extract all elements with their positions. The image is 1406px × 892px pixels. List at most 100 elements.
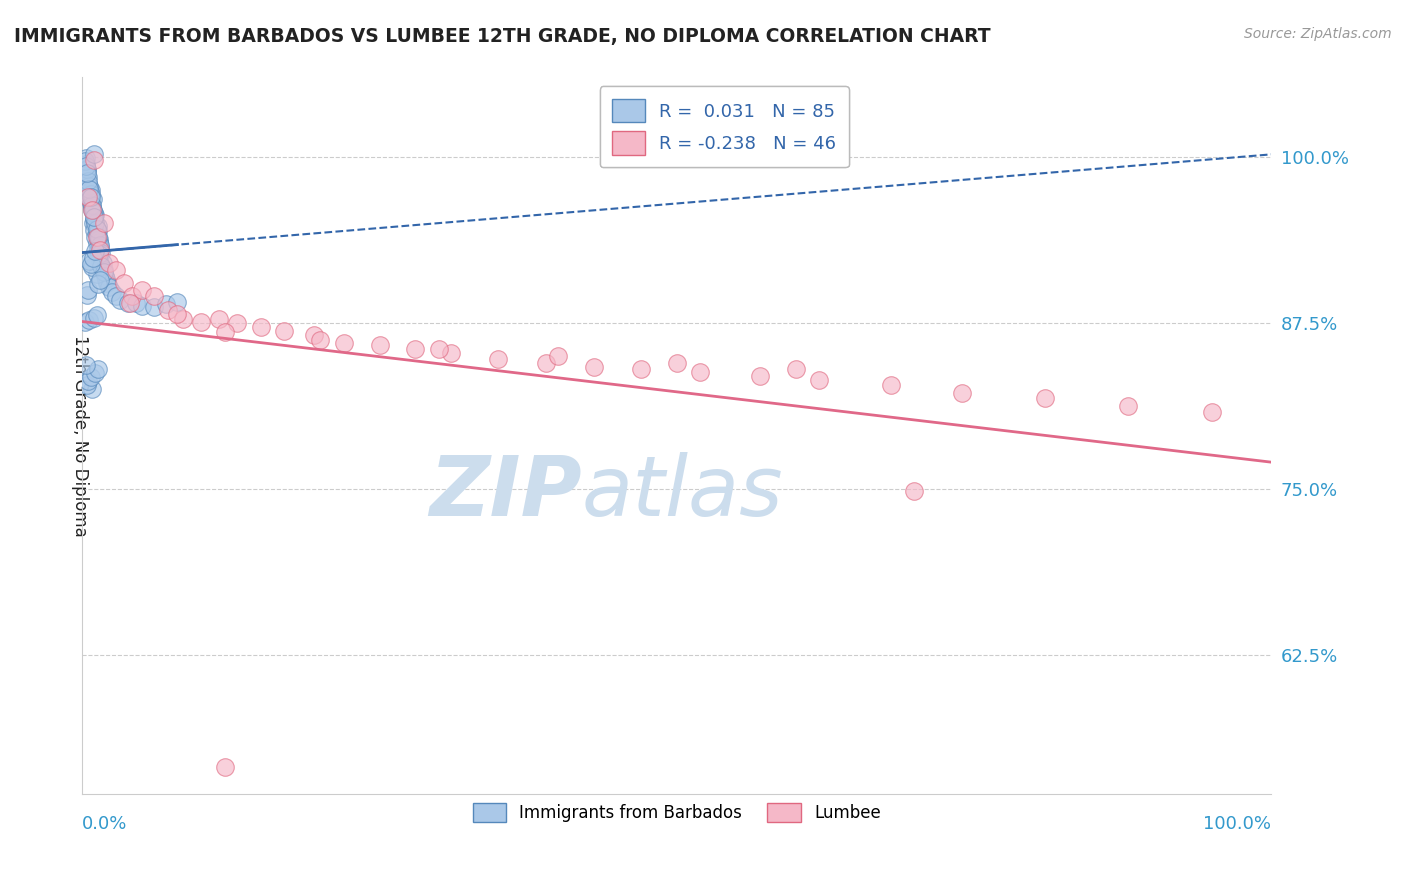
Point bbox=[73, 183, 96, 197]
Point bbox=[79, 196, 101, 211]
Point bbox=[689, 365, 711, 379]
Point bbox=[83, 147, 105, 161]
Text: atlas: atlas bbox=[582, 452, 783, 533]
Point bbox=[76, 166, 98, 180]
Point bbox=[131, 299, 153, 313]
Point bbox=[83, 223, 105, 237]
Point bbox=[368, 338, 391, 352]
Point bbox=[80, 198, 103, 212]
Point bbox=[785, 362, 807, 376]
Point bbox=[93, 216, 115, 230]
Point bbox=[75, 159, 97, 173]
Point bbox=[156, 302, 179, 317]
Text: 0.0%: 0.0% bbox=[83, 815, 128, 833]
Point bbox=[80, 260, 103, 274]
Point bbox=[83, 210, 105, 224]
Point bbox=[582, 359, 605, 374]
Point bbox=[79, 370, 101, 384]
Point bbox=[1033, 392, 1056, 406]
Point bbox=[79, 190, 101, 204]
Point bbox=[93, 265, 115, 279]
Point bbox=[77, 169, 100, 184]
Point bbox=[309, 333, 332, 347]
Point bbox=[1201, 405, 1223, 419]
Point bbox=[142, 300, 165, 314]
Legend: R =  0.031   N = 85, R = -0.238   N = 46: R = 0.031 N = 85, R = -0.238 N = 46 bbox=[600, 87, 849, 167]
Point bbox=[225, 316, 247, 330]
Point bbox=[79, 253, 101, 268]
Point bbox=[86, 227, 108, 241]
Point bbox=[75, 156, 97, 170]
Point bbox=[77, 177, 100, 191]
Point bbox=[84, 366, 107, 380]
Point bbox=[97, 256, 120, 270]
Point bbox=[534, 356, 557, 370]
Point bbox=[87, 250, 110, 264]
Point bbox=[190, 314, 212, 328]
Point bbox=[87, 247, 110, 261]
Point bbox=[214, 325, 236, 339]
Point bbox=[104, 262, 127, 277]
Point bbox=[172, 311, 194, 326]
Point bbox=[91, 256, 114, 270]
Point bbox=[75, 152, 97, 166]
Text: IMMIGRANTS FROM BARBADOS VS LUMBEE 12TH GRADE, NO DIPLOMA CORRELATION CHART: IMMIGRANTS FROM BARBADOS VS LUMBEE 12TH … bbox=[14, 27, 991, 45]
Point bbox=[808, 373, 831, 387]
Point bbox=[73, 154, 96, 169]
Point bbox=[76, 161, 98, 176]
Point bbox=[86, 221, 108, 235]
Point bbox=[87, 235, 110, 249]
Point bbox=[404, 343, 426, 357]
Point bbox=[75, 359, 97, 373]
Point bbox=[486, 351, 509, 366]
Point bbox=[73, 314, 96, 328]
Point bbox=[80, 203, 103, 218]
Point bbox=[87, 219, 110, 233]
Point bbox=[214, 760, 236, 774]
Point bbox=[630, 362, 652, 376]
Point bbox=[87, 232, 110, 246]
Point bbox=[131, 283, 153, 297]
Point bbox=[82, 203, 104, 218]
Point bbox=[86, 308, 108, 322]
Y-axis label: 12th Grade, No Diploma: 12th Grade, No Diploma bbox=[72, 334, 89, 536]
Point bbox=[155, 297, 177, 311]
Point bbox=[89, 243, 111, 257]
Point bbox=[86, 267, 108, 281]
Point bbox=[83, 153, 105, 167]
Point bbox=[79, 313, 101, 327]
Point bbox=[80, 382, 103, 396]
Point bbox=[76, 288, 98, 302]
Point bbox=[903, 484, 925, 499]
Point bbox=[79, 187, 101, 202]
Point bbox=[80, 203, 103, 218]
Point bbox=[77, 374, 100, 388]
Point bbox=[79, 258, 101, 272]
Point bbox=[89, 237, 111, 252]
Point bbox=[83, 212, 105, 227]
Point bbox=[77, 174, 100, 188]
Point bbox=[101, 285, 124, 300]
Point bbox=[90, 245, 112, 260]
Point bbox=[87, 229, 110, 244]
Point bbox=[84, 208, 107, 222]
Point bbox=[110, 293, 132, 308]
Point bbox=[142, 289, 165, 303]
Point bbox=[87, 362, 110, 376]
Point bbox=[121, 289, 143, 303]
Point bbox=[440, 346, 463, 360]
Point bbox=[125, 296, 148, 310]
Point bbox=[77, 190, 100, 204]
Point bbox=[86, 236, 108, 251]
Point bbox=[302, 327, 325, 342]
Point bbox=[950, 386, 973, 401]
Point bbox=[89, 240, 111, 254]
Point bbox=[79, 183, 101, 197]
Point bbox=[82, 216, 104, 230]
Point bbox=[89, 256, 111, 270]
Text: Source: ZipAtlas.com: Source: ZipAtlas.com bbox=[1244, 27, 1392, 41]
Point bbox=[87, 224, 110, 238]
Point bbox=[94, 269, 117, 284]
Point bbox=[84, 244, 107, 259]
Point bbox=[79, 190, 101, 204]
